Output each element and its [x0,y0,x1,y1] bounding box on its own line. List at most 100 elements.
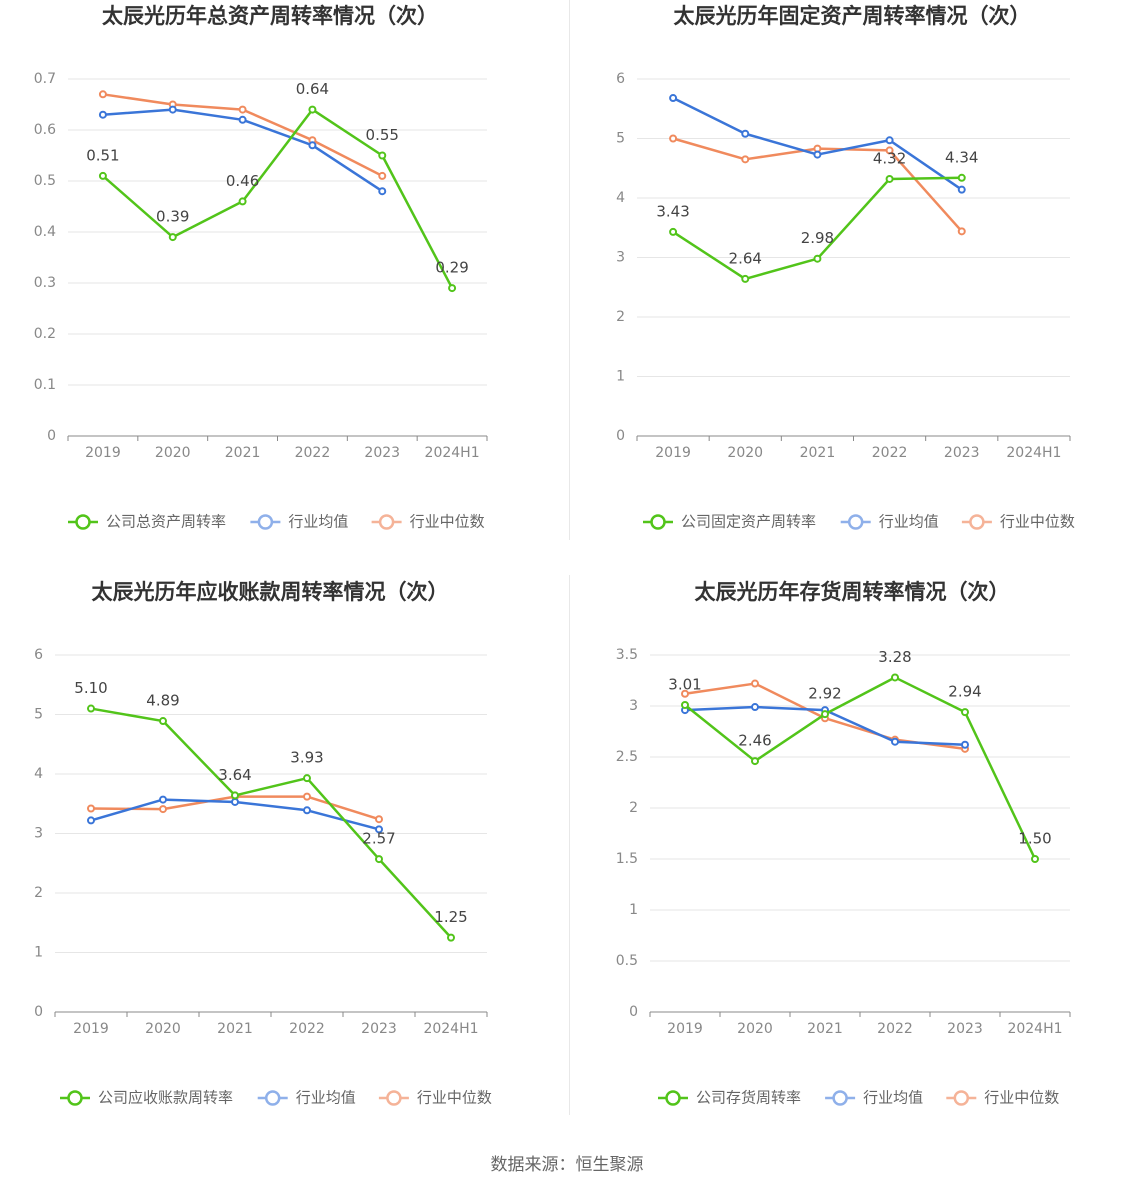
x-tick-label: 2020 [145,1021,181,1037]
chart-title: 太辰光历年应收账款周转率情况（次） [92,580,449,604]
data-point-company [885,174,894,183]
y-tick-label: 1 [34,945,43,961]
chart-panel-4: 太辰光历年存货周转率情况（次） 0 0.5 1 1.5 2 2.5 3 3.5 2019 2020 2… [616,580,1071,1107]
data-label: 4.89 [146,692,179,710]
data-point-avg [159,795,167,804]
series-line-company [102,108,454,289]
x-tick-label: 2019 [655,445,691,461]
data-label: 0.64 [296,80,329,98]
legend-label: 行业中位数 [984,1089,1059,1107]
x-tick-label: 2019 [667,1021,703,1037]
legend-item-avg: 行业均值 [840,513,939,531]
y-tick-label: 1 [616,369,625,385]
legend-item-company: 公司固定资产周转率 [643,513,816,531]
data-label: 3.64 [218,766,251,784]
data-label: 1.50 [1018,830,1051,848]
x-tick-label: 2021 [225,445,261,461]
y-tick-label: 4 [34,766,43,782]
legend-item-company: 公司应收账款周转率 [60,1089,233,1107]
legend-marker [386,1090,402,1106]
data-point-avg [231,797,239,806]
chart-title: 太辰光历年存货周转率情况（次） [695,580,1010,604]
data-label: 0.29 [435,259,468,277]
y-tick-label: 0.1 [34,377,56,393]
x-tick-label: 2023 [364,445,400,461]
chart-panel-3: 太辰光历年应收账款周转率情况（次） 0 1 2 3 4 5 6 2019 2020 2021 2022… [34,580,492,1107]
series-line-company [684,676,1037,860]
data-label: 2.46 [738,732,771,750]
series-line-company [90,707,452,939]
data-point-company [448,284,457,293]
y-tick-label: 5 [34,707,43,723]
legend-marker [832,1090,848,1106]
data-label: 4.34 [945,148,978,166]
data-label: 0.39 [156,208,189,226]
data-point-median [751,679,759,688]
legend-label: 公司存货周转率 [696,1089,801,1107]
y-tick-label: 2 [616,309,625,325]
x-tick-label: 2022 [295,445,331,461]
y-tick-label: 0.6 [34,122,56,138]
data-point-company [168,233,177,242]
x-tick-label: 2024H1 [425,445,480,461]
legend-label: 行业中位数 [1000,513,1075,531]
data-point-company [231,791,239,800]
y-tick-label: 3.5 [616,647,638,663]
data-point-company [303,774,311,783]
x-tick-label: 2019 [85,445,121,461]
data-point-median [741,155,750,164]
legend-item-avg: 行业均值 [825,1089,923,1107]
data-point-company [741,274,750,283]
data-point-avg [891,737,899,746]
legend-item-company: 公司总资产周转率 [68,513,226,531]
data-point-company [378,151,387,160]
legend-item-median: 行业中位数 [378,1089,492,1107]
data-label: 0.55 [366,126,399,144]
y-tick-label: 5 [616,131,625,147]
data-label: 2.98 [801,229,834,247]
x-tick-label: 2023 [944,445,980,461]
x-tick-label: 2021 [800,445,836,461]
y-tick-label: 2 [34,885,43,901]
series-line-avg [672,96,963,191]
y-tick-label: 0 [616,428,625,444]
legend-marker [378,514,395,530]
data-point-median [238,105,247,114]
x-tick-label: 2022 [289,1021,325,1037]
y-tick-label: 6 [34,647,43,663]
data-point-company [751,757,759,766]
y-tick-label: 2 [629,800,638,816]
data-label: 4.32 [873,149,906,167]
y-tick-label: 0.5 [34,173,56,189]
chart-panel-1: 太辰光历年总资产周转率情况（次） 0 0.1 0.2 0.3 0.4 0.5 0.6 0.7 20… [34,4,488,531]
data-point-avg [885,136,894,145]
data-label: 0.46 [226,172,259,190]
legend-label: 行业中位数 [410,513,485,531]
x-tick-label: 2023 [947,1021,983,1037]
data-point-median [98,90,107,99]
x-tick-label: 2023 [361,1021,397,1037]
data-point-company [961,708,969,717]
x-tick-label: 2020 [737,1021,773,1037]
x-tick-label: 2022 [877,1021,913,1037]
x-tick-label: 2020 [727,445,763,461]
legend-item-avg: 行业均值 [250,513,348,531]
legend-item-avg: 行业均值 [257,1089,356,1107]
data-point-avg [957,185,966,194]
data-point-company [813,254,822,263]
legend-label: 公司固定资产周转率 [681,513,816,531]
data-point-company [98,171,107,180]
legend-marker [75,514,91,530]
y-tick-label: 1.5 [616,851,638,867]
panel-divider-bottom [569,575,570,1115]
x-tick-label: 2019 [73,1021,109,1037]
data-point-company [891,673,899,682]
data-point-avg [961,740,969,749]
data-source-note: 数据来源：恒生聚源 [490,1155,644,1175]
y-tick-label: 0.5 [616,953,638,969]
y-tick-label: 0 [47,428,56,444]
data-point-median [159,805,167,814]
x-tick-label: 2024H1 [1007,1021,1062,1037]
legend-label: 公司应收账款周转率 [98,1089,233,1107]
legend-marker [67,1090,83,1106]
